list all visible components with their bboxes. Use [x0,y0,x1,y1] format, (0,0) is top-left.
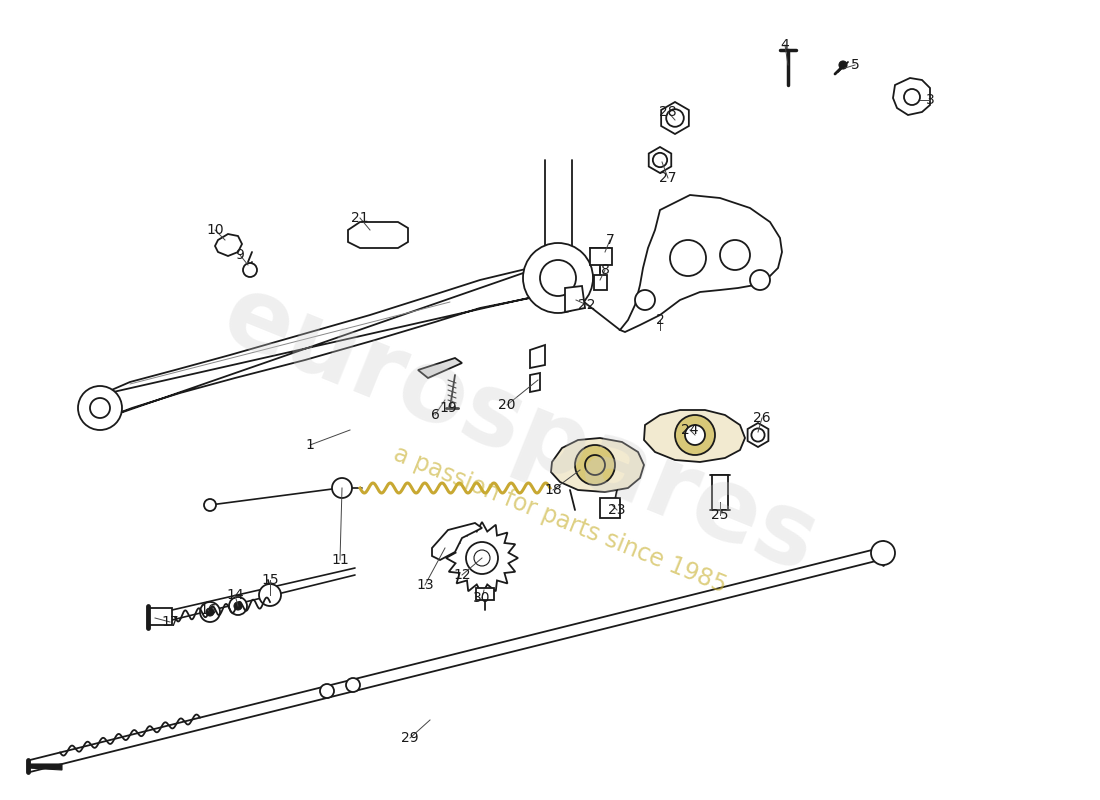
Text: 2: 2 [656,313,664,327]
Polygon shape [600,498,620,518]
Text: 1: 1 [306,438,315,452]
Polygon shape [150,608,172,625]
Circle shape [258,584,280,606]
Circle shape [206,608,214,616]
Text: 18: 18 [544,483,562,497]
Polygon shape [530,373,540,392]
Text: 25: 25 [712,508,728,522]
Text: 26: 26 [754,411,771,425]
Text: 30: 30 [473,591,491,605]
Text: 16: 16 [199,603,217,617]
Circle shape [904,89,920,105]
Polygon shape [649,147,671,173]
Text: 15: 15 [261,573,278,587]
Circle shape [751,429,764,442]
Circle shape [585,455,605,475]
Text: 27: 27 [659,171,676,185]
Polygon shape [418,358,462,378]
Polygon shape [748,423,769,447]
Polygon shape [100,262,556,420]
Polygon shape [644,410,745,462]
Polygon shape [565,286,585,312]
Text: 20: 20 [498,398,516,412]
Polygon shape [432,523,482,560]
Text: 4: 4 [781,38,790,52]
Circle shape [871,541,895,565]
Text: 29: 29 [402,731,419,745]
Circle shape [540,260,576,296]
Circle shape [750,270,770,290]
Circle shape [332,478,352,498]
Circle shape [720,240,750,270]
Text: 3: 3 [925,93,934,107]
Text: 7: 7 [606,233,615,247]
Text: 10: 10 [206,223,223,237]
Text: 21: 21 [351,211,369,225]
Text: 6: 6 [430,408,439,422]
Text: 8: 8 [601,263,609,277]
Circle shape [243,263,257,277]
Circle shape [234,602,242,610]
Polygon shape [620,195,782,332]
Circle shape [90,398,110,418]
Polygon shape [530,345,544,368]
Circle shape [685,425,705,445]
Polygon shape [476,588,494,600]
Circle shape [229,597,248,615]
Polygon shape [214,234,242,256]
Circle shape [346,678,360,692]
Circle shape [575,445,615,485]
Text: 24: 24 [681,423,698,437]
Text: 28: 28 [659,105,676,119]
Circle shape [78,386,122,430]
Text: 13: 13 [416,578,433,592]
Circle shape [522,243,593,313]
Circle shape [200,602,220,622]
Circle shape [839,61,847,69]
Text: a passion for parts since 1985: a passion for parts since 1985 [389,442,730,598]
Polygon shape [551,438,644,492]
Circle shape [204,499,216,511]
Circle shape [652,153,667,167]
Text: 17: 17 [162,615,179,629]
Circle shape [635,290,654,310]
Text: 12: 12 [453,568,471,582]
Circle shape [474,550,490,566]
Polygon shape [712,475,728,510]
Text: 22: 22 [579,298,596,312]
Text: 5: 5 [850,58,859,72]
Polygon shape [594,275,607,290]
Circle shape [670,240,706,276]
Polygon shape [446,522,518,594]
Polygon shape [661,102,689,134]
Text: 11: 11 [331,553,349,567]
Text: 19: 19 [439,401,456,415]
Polygon shape [893,78,930,115]
Text: 23: 23 [608,503,626,517]
Text: 9: 9 [235,248,244,262]
Text: eurospares: eurospares [209,266,832,594]
Circle shape [667,110,684,126]
Circle shape [320,684,334,698]
Circle shape [675,415,715,455]
Text: 14: 14 [227,588,244,602]
Polygon shape [590,248,612,265]
Polygon shape [348,222,408,248]
Polygon shape [28,764,62,770]
Circle shape [466,542,498,574]
